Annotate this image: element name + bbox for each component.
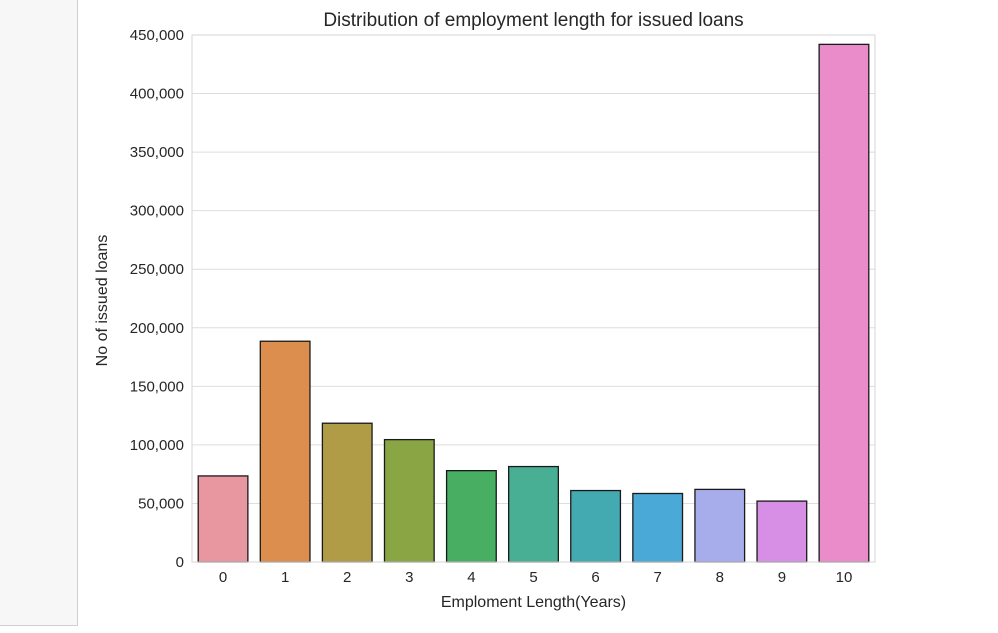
x-tick-label: 0: [219, 569, 227, 586]
x-tick-label: 2: [343, 569, 351, 586]
y-tick-label: 200,000: [130, 320, 184, 337]
x-tick-label: 7: [654, 569, 662, 586]
x-tick-label: 1: [281, 569, 289, 586]
bar-1: [259, 340, 311, 563]
bar-3: [383, 438, 435, 563]
x-tick-label: 10: [836, 569, 853, 586]
y-tick-label: 350,000: [130, 144, 184, 161]
bar-9: [756, 500, 808, 563]
y-tick-label: 400,000: [130, 86, 184, 103]
y-tick-label: 300,000: [130, 203, 184, 220]
x-tick-label: 6: [591, 569, 599, 586]
x-tick-label: 5: [529, 569, 537, 586]
y-tick-label: 150,000: [130, 378, 184, 395]
notebook-gutter: [0, 0, 78, 626]
plot-border: [191, 34, 876, 563]
bar-4: [445, 470, 497, 563]
chart-title: Distribution of employment length for is…: [323, 10, 743, 31]
bar-chart: 0 50,000 100,000 150,000 200,000 250,000 300,0…: [94, 10, 876, 611]
bar-10: [818, 43, 870, 563]
y-tick-labels: 0 50,000 100,000 150,000 200,000 250,000 300,0…: [130, 27, 184, 571]
bar-6: [570, 489, 622, 563]
y-tick-label: 100,000: [130, 437, 184, 454]
y-tick-label: 250,000: [130, 261, 184, 278]
bars: [197, 43, 870, 563]
chart-figure: 0 50,000 100,000 150,000 200,000 250,000 300,0…: [79, 0, 998, 633]
y-axis-label: No of issued loans: [94, 235, 111, 367]
plot-frame: [191, 34, 876, 563]
bar-0: [197, 475, 249, 563]
bar-8: [694, 488, 746, 563]
bar-7: [632, 492, 684, 563]
bar-5: [508, 465, 559, 563]
y-tick-label: 450,000: [130, 27, 184, 44]
bar-2: [321, 422, 373, 563]
x-tick-label: 4: [467, 569, 475, 586]
x-axis-label: Emploment Length(Years): [441, 594, 626, 611]
y-tick-label: 50,000: [138, 495, 184, 512]
x-tick-label: 8: [716, 569, 724, 586]
x-tick-label: 3: [405, 569, 413, 586]
x-tick-labels: 0 1 2 3 4 5 6 7 8 9 10: [219, 569, 852, 586]
x-tick-label: 9: [778, 569, 786, 586]
y-tick-label: 0: [176, 554, 184, 571]
